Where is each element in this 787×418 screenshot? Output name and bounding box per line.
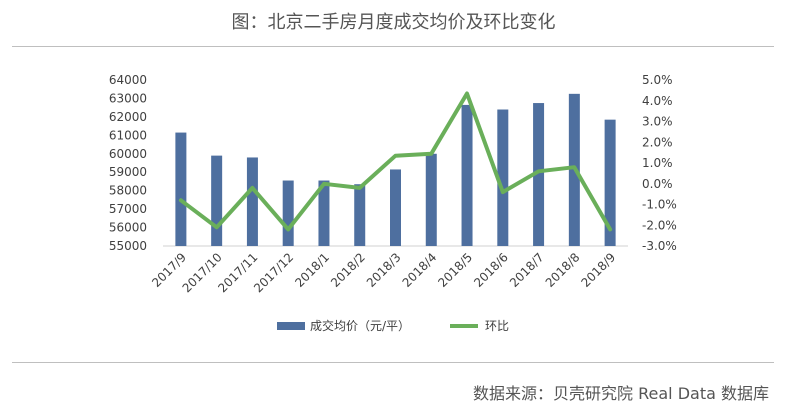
bar [246, 157, 258, 246]
y2-tick-label: 1.0% [642, 156, 673, 170]
x-tick-label: 2018/5 [435, 250, 475, 290]
x-tick-label: 2018/9 [578, 250, 618, 290]
bar [282, 180, 294, 246]
y2-tick-label: 2.0% [642, 135, 673, 149]
bar [461, 104, 473, 247]
y-tick-label: 58000 [109, 184, 147, 198]
x-tick-label: 2018/7 [507, 250, 547, 290]
legend-bar-label: 成交均价（元/平） [310, 318, 410, 333]
x-tick-label: 2017/12 [251, 250, 296, 295]
top-divider [12, 46, 774, 47]
x-tick-label: 2018/6 [471, 250, 511, 290]
bar [211, 155, 223, 246]
data-source: 数据来源：贝壳研究院 Real Data 数据库 [473, 384, 769, 403]
y2-tick-label: -2.0% [642, 218, 677, 232]
x-tick-label: 2018/3 [364, 250, 404, 290]
bar [354, 184, 366, 246]
line-series [178, 91, 613, 232]
y2-tick-label: 3.0% [642, 115, 673, 129]
y2-tick-label: -3.0% [642, 239, 677, 253]
legend-line-label: 环比 [485, 319, 509, 333]
y-tick-label: 57000 [109, 202, 147, 216]
legend-bar-swatch [277, 322, 305, 330]
chart-title: 图：北京二手房月度成交均价及环比变化 [231, 12, 556, 33]
y-tick-label: 63000 [109, 91, 147, 105]
bar [533, 103, 545, 246]
y-tick-label: 64000 [109, 73, 147, 87]
x-tick-label: 2018/4 [400, 250, 440, 290]
x-tick-label: 2018/8 [543, 250, 583, 290]
y-tick-label: 59000 [109, 165, 147, 179]
y2-tick-label: 4.0% [642, 94, 673, 108]
bar [318, 180, 330, 246]
y2-tick-label: 5.0% [642, 73, 673, 87]
x-tick-label: 2018/1 [292, 250, 332, 290]
y2-tick-label: 0.0% [642, 177, 673, 191]
y2-tick-label: -1.0% [642, 198, 677, 212]
y-tick-label: 62000 [109, 110, 147, 124]
bar [604, 119, 616, 246]
y-tick-label: 56000 [109, 221, 147, 235]
bar [390, 169, 401, 246]
bar [425, 153, 437, 246]
y-tick-label: 61000 [109, 128, 147, 142]
bar [175, 132, 187, 246]
bottom-divider [12, 362, 774, 363]
x-tick-label: 2018/2 [328, 250, 368, 290]
bar [497, 109, 509, 246]
y-tick-label: 55000 [109, 239, 147, 253]
y-tick-label: 60000 [109, 147, 147, 161]
